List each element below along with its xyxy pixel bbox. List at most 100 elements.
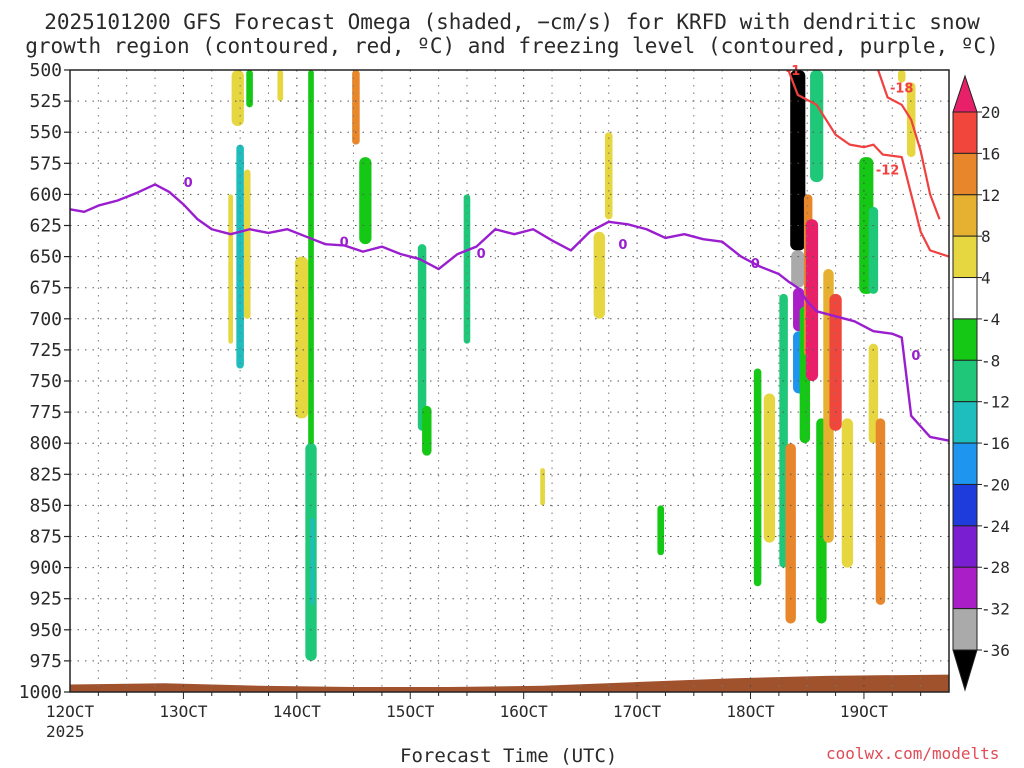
colorbar-box	[952, 152, 978, 196]
x-tick-label: 12OCT	[46, 702, 95, 721]
y-tick-label: 875	[29, 527, 62, 548]
colorbar-box	[952, 318, 978, 361]
x-tick-label: 17OCT	[613, 702, 662, 721]
omega-cell	[868, 206, 879, 294]
chart-title-line-2: growth region (contoured, red, ºC) and f…	[25, 34, 999, 58]
y-tick-label: 925	[29, 589, 62, 610]
y-tick-label: 500	[29, 60, 62, 81]
omega-cell	[763, 393, 776, 543]
omega-cell	[657, 505, 665, 556]
y-tick-label: 625	[29, 216, 62, 237]
colorbar-box	[952, 235, 978, 279]
surface-terrain	[70, 674, 949, 692]
colorbar-tick-label: -8	[981, 351, 1000, 370]
colorbar-box	[952, 359, 978, 403]
freezing-level-label: 0	[751, 257, 760, 272]
y-tick-label: 750	[29, 371, 62, 392]
omega-cell	[805, 219, 819, 381]
omega-cell	[310, 517, 315, 605]
y-tick-label: 550	[29, 122, 62, 143]
freezing-level-label: 0	[477, 247, 486, 262]
colorbar-tick-label: 20	[981, 103, 1000, 122]
y-tick-label: 800	[29, 433, 62, 454]
omega-cell	[841, 418, 854, 568]
omega-cell	[294, 256, 309, 419]
x-axis-year: 2025	[46, 722, 85, 741]
x-tick-label: 15OCT	[386, 702, 435, 721]
colorbar-tick-label: -32	[981, 600, 1010, 619]
y-tick-label: 900	[29, 558, 62, 579]
y-tick-label: 850	[29, 495, 62, 516]
omega-cell	[810, 70, 824, 182]
colorbar-tick-label: 12	[981, 186, 1000, 205]
freezing-level-label: 0	[911, 349, 920, 364]
colorbar-tick-label: -28	[981, 558, 1010, 577]
surface-layer	[70, 674, 949, 692]
colorbar-box	[952, 401, 978, 444]
colorbar-tick-label: -36	[981, 641, 1010, 660]
omega-cell	[236, 144, 244, 369]
dendritic-contour-line	[787, 69, 950, 258]
colorbar-tick-label: -20	[981, 475, 1010, 494]
omega-cell	[790, 70, 806, 251]
x-tick-label: 19OCT	[840, 702, 889, 721]
omega-cell	[868, 343, 879, 444]
colorbar-box	[952, 525, 978, 568]
omega-cell	[897, 70, 906, 83]
colorbar: 20 16 12 8 4 -4 -8 -12 -16 -20 -24 -28 -32 -36	[952, 74, 1010, 692]
colorbar-tick-label: 4	[981, 269, 991, 288]
colorbar-tick-label: -4	[981, 310, 1000, 329]
colorbar-box	[952, 483, 978, 527]
y-tick-label: 650	[29, 247, 62, 268]
omega-cell	[277, 70, 284, 102]
freezing-level-label: 0	[618, 238, 627, 253]
dendritic-contour-label: -12	[876, 164, 900, 179]
y-tick-label: 725	[29, 340, 62, 361]
y-tick-label: 675	[29, 278, 62, 299]
omega-cell	[829, 293, 842, 431]
omega-cell	[246, 70, 253, 108]
colorbar-box	[952, 111, 978, 154]
x-axis-label: Forecast Time (UTC)	[400, 745, 618, 767]
axes-layer: 500 525 550 575 600 625 650 675 700 725 750 775 800 8…	[19, 60, 950, 721]
y-tick-label: 700	[29, 309, 62, 330]
omega-cell	[785, 443, 796, 624]
contour-layer: 0 0 0 0 0 0 -1 -12 -18	[69, 64, 950, 442]
dendritic-contour-label: -18	[890, 81, 914, 96]
omega-cell	[422, 405, 432, 456]
y-tick-label: 1000	[19, 682, 62, 703]
colorbar-box	[952, 277, 978, 320]
omega-cell	[231, 70, 244, 126]
colorbar-top-arrow	[952, 74, 978, 113]
omega-cell	[593, 231, 605, 319]
omega-cell	[352, 70, 360, 145]
site-credit[interactable]: coolwx.com/modelts	[826, 744, 1000, 763]
chart-title-line-1: 2025101200 GFS Forecast Omega (shaded, −…	[44, 10, 980, 34]
colorbar-bottom-arrow	[952, 649, 978, 692]
y-tick-label: 775	[29, 402, 62, 423]
omega-cell	[308, 70, 314, 469]
freezing-level-line	[69, 183, 950, 442]
omega-cell	[875, 418, 886, 605]
dendritic-contour-label: -1	[786, 64, 800, 79]
colorbar-box	[952, 194, 978, 237]
x-tick-label: 14OCT	[273, 702, 322, 721]
omega-cell	[463, 194, 471, 344]
omega-cell	[540, 468, 545, 506]
omega-cell	[791, 250, 805, 288]
omega-cell	[243, 169, 251, 319]
omega-cell	[753, 368, 762, 587]
colorbar-tick-label: -16	[981, 434, 1010, 453]
omega-cell	[359, 157, 372, 245]
colorbar-tick-label: -12	[981, 393, 1010, 412]
grid-layer	[70, 70, 949, 692]
freezing-level-label: 0	[184, 176, 193, 191]
dendritic-contour-line	[877, 69, 941, 220]
y-tick-label: 575	[29, 153, 62, 174]
y-tick-label: 600	[29, 184, 62, 205]
y-tick-label: 975	[29, 651, 62, 672]
colorbar-box	[952, 608, 978, 651]
y-tick-label: 825	[29, 464, 62, 485]
omega-cell	[417, 244, 427, 431]
